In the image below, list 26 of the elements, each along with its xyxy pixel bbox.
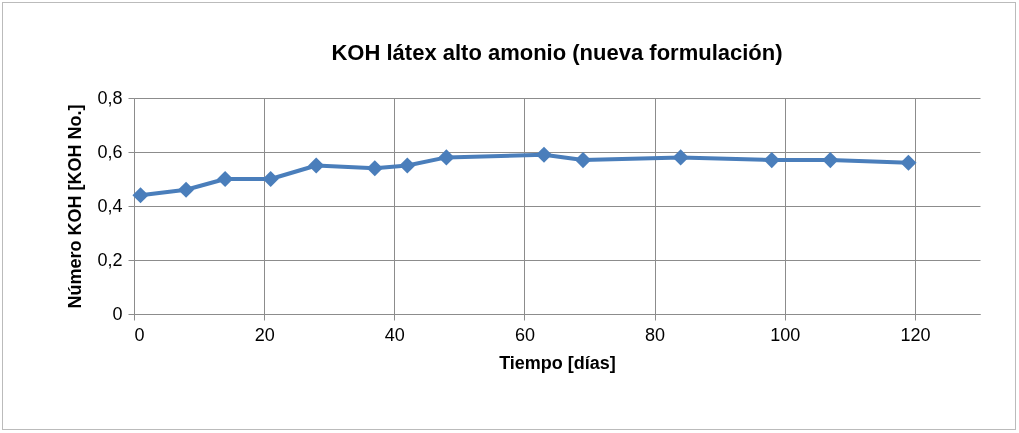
y-tick-label: 0 (112, 303, 123, 324)
point (672, 149, 689, 166)
y-tick-label: 0,4 (97, 195, 123, 216)
x-tick-label: 120 (900, 324, 931, 345)
x-tick-label: 0 (134, 324, 145, 345)
point (178, 181, 195, 198)
chart-title: KOH látex alto amonio (nueva formulación) (331, 40, 783, 65)
x-tick-label: 100 (770, 324, 801, 345)
point (822, 152, 839, 169)
y-tick-label: 0,8 (97, 87, 123, 108)
x-tick-label: 80 (645, 324, 666, 345)
point (399, 157, 416, 174)
point (574, 152, 592, 169)
x-axis-title: Tiempo [días] (499, 352, 616, 373)
point (763, 152, 780, 169)
x-tick-label: 60 (514, 324, 535, 345)
point (438, 149, 455, 166)
point (366, 160, 383, 177)
x-tick-label: 20 (254, 324, 275, 345)
x-tick-label: 40 (384, 324, 405, 345)
y-axis-title: Número KOH [KOH No.] (65, 104, 86, 309)
point (308, 157, 325, 174)
y-tick-label: 0,6 (97, 141, 123, 162)
point (132, 187, 149, 204)
point (900, 154, 917, 171)
y-tick-label: 0,2 (97, 249, 123, 270)
